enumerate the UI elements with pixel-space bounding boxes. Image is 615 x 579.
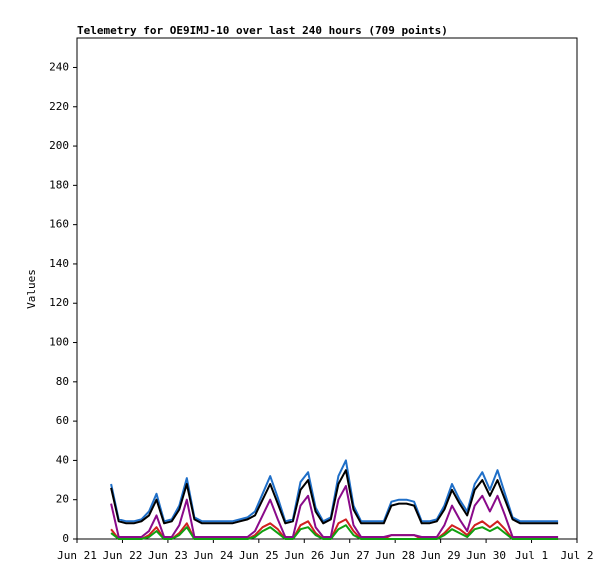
y-tick-label: 100 xyxy=(49,336,69,349)
x-tick-label: Jun 22 xyxy=(103,549,143,562)
x-tick-label: Jun 27 xyxy=(330,549,370,562)
y-tick-label: 20 xyxy=(56,493,69,506)
y-tick-label: 80 xyxy=(56,375,69,388)
x-tick-label: Jun 24 xyxy=(193,549,233,562)
series-line xyxy=(110,524,559,540)
chart-title: Telemetry for OE9IMJ-10 over last 240 ho… xyxy=(77,24,448,37)
y-tick-label: 200 xyxy=(49,139,69,152)
series-line xyxy=(110,469,559,525)
x-tick-label: Jul 1 xyxy=(515,549,548,562)
y-tick-label: 0 xyxy=(62,532,69,545)
x-tick-label: Jul 2 xyxy=(560,549,593,562)
x-tick-label: Jun 29 xyxy=(421,549,461,562)
x-tick-label: Jun 28 xyxy=(375,549,415,562)
y-tick-label: 180 xyxy=(49,178,69,191)
y-tick-label: 40 xyxy=(56,453,69,466)
series-line xyxy=(110,459,559,523)
x-tick-label: Jun 21 xyxy=(57,549,97,562)
y-tick-label: 240 xyxy=(49,60,69,73)
x-tick-label: Jun 23 xyxy=(148,549,188,562)
y-tick-label: 60 xyxy=(56,414,69,427)
series-line xyxy=(110,485,559,538)
y-tick-label: 220 xyxy=(49,100,69,113)
y-tick-label: 140 xyxy=(49,257,69,270)
x-tick-label: Jun 30 xyxy=(466,549,506,562)
series-line xyxy=(110,518,559,540)
x-tick-label: Jun 25 xyxy=(239,549,279,562)
y-tick-label: 160 xyxy=(49,218,69,231)
x-tick-label: Jun 26 xyxy=(284,549,324,562)
y-axis-label: Values xyxy=(25,269,38,309)
y-tick-label: 120 xyxy=(49,296,69,309)
